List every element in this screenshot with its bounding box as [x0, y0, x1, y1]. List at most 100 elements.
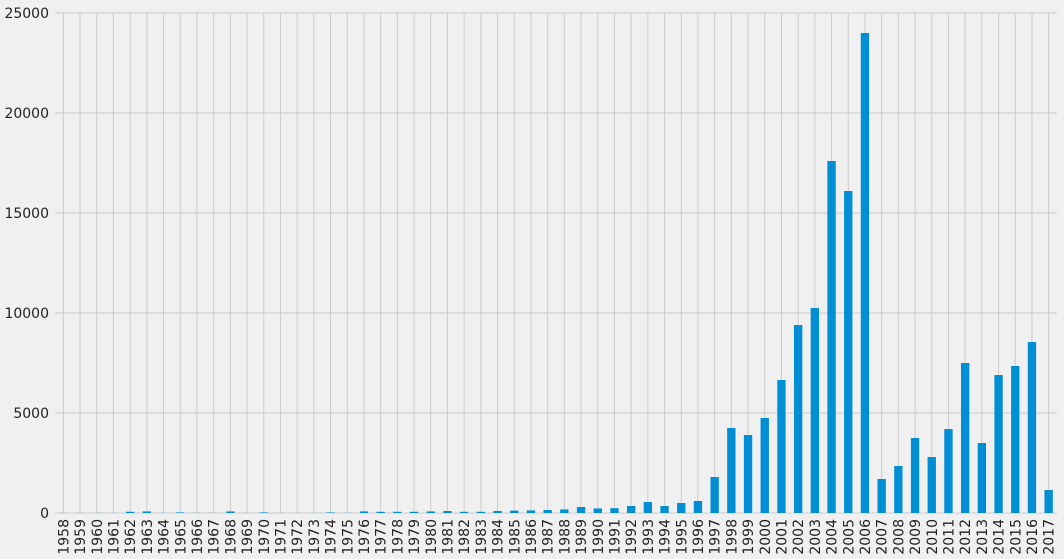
bar-2001	[777, 380, 786, 513]
x-tick-label: 1959	[73, 519, 89, 555]
bar-1974	[326, 512, 335, 513]
bar-1989	[576, 507, 586, 513]
bar-2009	[910, 438, 920, 513]
x-tick-label: 2015	[1008, 519, 1024, 555]
x-tick-label: 1982	[457, 519, 473, 555]
x-tick-label: 1963	[140, 519, 156, 555]
x-tick-label: 1978	[390, 519, 406, 555]
y-tick-label: 5000	[13, 406, 49, 422]
bar-2000	[760, 418, 769, 513]
bars-layer	[59, 33, 1053, 513]
bar-1988	[560, 509, 569, 513]
x-tick-label: 1999	[741, 519, 757, 555]
y-tick-label: 20000	[4, 106, 49, 122]
x-tick-label: 1975	[340, 519, 356, 555]
x-tick-label: 1980	[424, 519, 440, 555]
bar-1990	[593, 508, 602, 513]
x-tick-label: 1991	[607, 519, 623, 555]
bar-2010	[927, 457, 936, 513]
bar-1965	[176, 512, 185, 513]
bar-2008	[894, 466, 903, 513]
bar-2014	[994, 375, 1003, 513]
grid-layer	[55, 12, 1057, 514]
bar-2011	[944, 429, 953, 513]
x-tick-label: 2001	[774, 519, 790, 555]
bar-2012	[960, 363, 970, 513]
x-tick-label: 1965	[173, 519, 189, 555]
x-tick-label: 1993	[641, 519, 657, 555]
bar-1994	[660, 506, 669, 513]
x-tick-label: 1973	[307, 519, 323, 555]
x-tick-label: 1985	[507, 519, 523, 555]
bar-2015	[1011, 366, 1020, 513]
x-tick-label: 1966	[190, 519, 206, 555]
bar-1991	[610, 508, 619, 513]
x-axis-ticks: 1958 1959 1960 1961 1962 1963 1964 1965 1966 1967…	[56, 519, 1057, 555]
bar-1977	[376, 511, 385, 513]
bar-1993	[643, 502, 653, 513]
x-tick-label: 1984	[491, 519, 507, 555]
x-tick-label: 1990	[591, 519, 607, 555]
bar-1970	[259, 512, 268, 513]
bar-1996	[693, 501, 703, 513]
x-tick-label: 1989	[574, 519, 590, 555]
bar-1976	[359, 511, 369, 513]
bar-1982	[459, 511, 469, 513]
x-tick-label: 2008	[891, 519, 907, 555]
y-axis-ticks: 0 5000 10000 15000 20000 25000	[4, 6, 49, 522]
x-tick-label: 2010	[925, 519, 941, 555]
bar-1979	[409, 511, 419, 513]
bar-1985	[510, 510, 519, 513]
bar-1983	[476, 511, 486, 513]
x-tick-label: 1986	[524, 519, 540, 555]
bar-2017	[1044, 490, 1053, 513]
x-tick-label: 1992	[624, 519, 640, 555]
x-tick-label: 2007	[875, 519, 891, 555]
x-tick-label: 1979	[407, 519, 423, 555]
bar-1980	[426, 511, 435, 513]
bar-1981	[443, 511, 452, 513]
x-tick-label: 2014	[992, 519, 1008, 555]
bar-1963	[142, 511, 152, 513]
x-tick-label: 2005	[841, 519, 857, 555]
x-tick-label: 2012	[958, 519, 974, 555]
bar-2016	[1027, 342, 1037, 513]
x-tick-label: 1961	[106, 519, 122, 555]
x-tick-label: 2016	[1025, 519, 1041, 555]
y-tick-label: 10000	[4, 306, 49, 322]
bar-1999	[743, 435, 753, 513]
bar-1986	[526, 510, 536, 513]
x-tick-label: 2003	[808, 519, 824, 555]
bar-2013	[977, 443, 987, 513]
bar-2005	[844, 191, 853, 513]
bar-1995	[677, 503, 686, 513]
x-tick-label: 1994	[658, 519, 674, 555]
x-tick-label: 2017	[1042, 519, 1058, 555]
bar-2003	[810, 308, 820, 513]
x-tick-label: 2013	[975, 519, 991, 555]
x-tick-label: 1968	[223, 519, 239, 555]
x-tick-label: 1983	[474, 519, 490, 555]
bar-1987	[543, 510, 552, 513]
x-tick-label: 2002	[791, 519, 807, 555]
x-tick-label: 1960	[90, 519, 106, 555]
x-tick-label: 1997	[708, 519, 724, 555]
x-tick-label: 1996	[691, 519, 707, 555]
x-tick-label: 1969	[240, 519, 256, 555]
x-tick-label: 1958	[56, 519, 72, 555]
x-tick-label: 1977	[374, 519, 390, 555]
x-tick-label: 1972	[290, 519, 306, 555]
x-tick-label: 1964	[157, 519, 173, 555]
x-tick-label: 1974	[324, 519, 340, 555]
y-tick-label: 0	[40, 506, 49, 522]
x-tick-label: 2004	[825, 519, 841, 555]
x-tick-label: 2009	[908, 519, 924, 555]
x-tick-label: 1976	[357, 519, 373, 555]
bar-1978	[393, 511, 402, 513]
bar-1992	[626, 506, 636, 513]
y-tick-label: 25000	[4, 6, 49, 22]
bar-2002	[793, 325, 803, 513]
y-tick-label: 15000	[4, 206, 49, 222]
bar-2004	[827, 161, 836, 513]
